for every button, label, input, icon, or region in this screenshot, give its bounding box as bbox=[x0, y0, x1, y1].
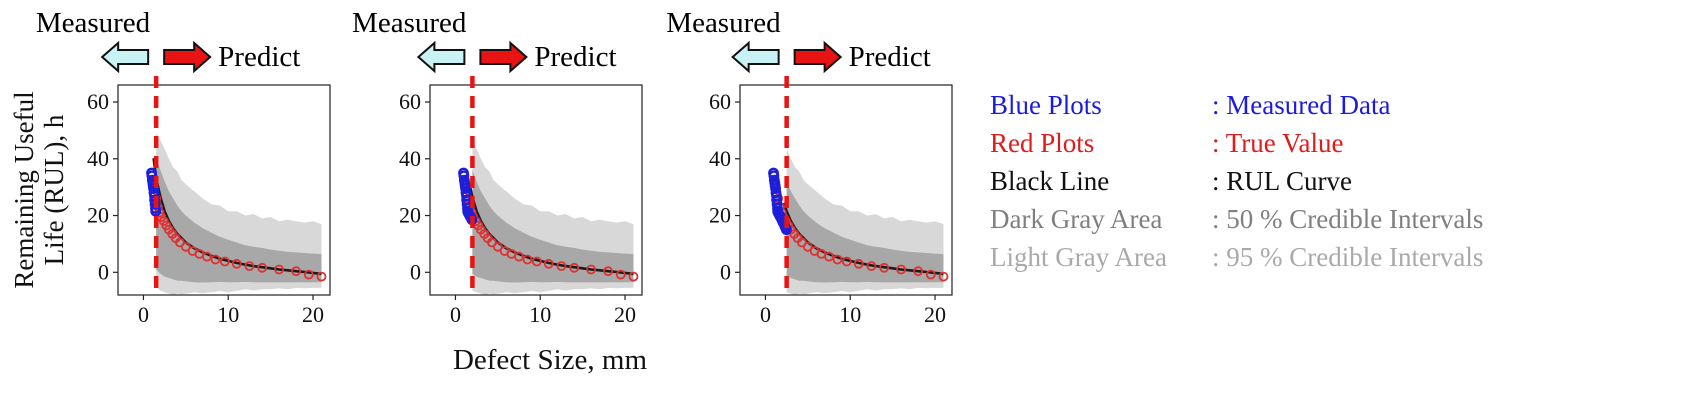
x-tick-label: 10 bbox=[839, 302, 861, 327]
plot-border bbox=[739, 84, 953, 296]
legend-desc: : 50 % Credible Intervals bbox=[1212, 204, 1484, 234]
predict-label: Predict bbox=[849, 41, 931, 73]
measured-label: Measured bbox=[666, 7, 781, 39]
x-tick-label: 10 bbox=[529, 302, 551, 327]
x-tick-label: 10 bbox=[217, 302, 239, 327]
y-tick-label: 40 bbox=[87, 146, 109, 171]
x-tick-label: 0 bbox=[760, 302, 771, 327]
legend-item-blue-plots: Blue Plots : Measured Data bbox=[990, 86, 1483, 124]
legend-desc: : True Value bbox=[1212, 128, 1344, 158]
rul-panel-2: 0 20 40 60 0 10 20 Measured Predict bbox=[352, 7, 643, 327]
legend-item-light-gray-area: Light Gray Area : 95 % Credible Interval… bbox=[990, 238, 1483, 276]
plot-border bbox=[117, 84, 331, 296]
measured-label: Measured bbox=[352, 7, 467, 39]
legend-item-red-plots: Red Plots : True Value bbox=[990, 124, 1483, 162]
x-tick-label: 0 bbox=[450, 302, 461, 327]
y-tick-label: 60 bbox=[399, 89, 421, 114]
y-tick-label: 40 bbox=[399, 146, 421, 171]
legend-desc: : RUL Curve bbox=[1212, 166, 1352, 196]
legend-desc: : Measured Data bbox=[1212, 90, 1391, 120]
rul-panel-3: 0 20 40 60 0 10 20 Measured Predict bbox=[666, 7, 953, 327]
y-tick-label: 0 bbox=[410, 259, 421, 284]
x-tick-label: 0 bbox=[138, 302, 149, 327]
measured-arrow-icon bbox=[731, 40, 780, 74]
legend-name: Dark Gray Area bbox=[990, 204, 1163, 234]
x-axis-label: Defect Size, mm bbox=[452, 344, 648, 376]
rul-panel-1: 0 20 40 60 0 10 20 Measured Predict bbox=[36, 7, 331, 327]
y-tick-label: 20 bbox=[709, 203, 731, 228]
y-tick-label: 60 bbox=[87, 89, 109, 114]
measured-points bbox=[458, 167, 478, 226]
measured-arrow-icon bbox=[416, 40, 466, 74]
measured-label: Measured bbox=[36, 7, 151, 39]
y-tick-label: 0 bbox=[98, 259, 109, 284]
credible-50-band bbox=[472, 170, 634, 283]
legend-name: Red Plots bbox=[990, 128, 1095, 158]
legend-name: Black Line bbox=[990, 166, 1110, 196]
x-tick-label: 20 bbox=[924, 302, 946, 327]
predict-arrow-icon bbox=[793, 40, 843, 74]
x-tick-label: 20 bbox=[302, 302, 324, 327]
predict-arrow-icon bbox=[479, 40, 528, 74]
legend-name: Blue Plots bbox=[990, 90, 1102, 120]
measured-arrow-icon bbox=[100, 40, 150, 74]
plot-border bbox=[429, 84, 643, 296]
y-tick-label: 40 bbox=[709, 146, 731, 171]
predict-label: Predict bbox=[534, 41, 616, 73]
predict-arrow-icon bbox=[163, 40, 212, 74]
legend-item-dark-gray-area: Dark Gray Area : 50 % Credible Intervals bbox=[990, 200, 1483, 238]
x-tick-label: 20 bbox=[614, 302, 636, 327]
y-tick-label: 60 bbox=[709, 89, 731, 114]
y-tick-label: 0 bbox=[720, 259, 731, 284]
y-tick-label: 20 bbox=[399, 203, 421, 228]
legend-desc: : 95 % Credible Intervals bbox=[1212, 242, 1484, 272]
y-tick-label: 20 bbox=[87, 203, 109, 228]
legend-name: Light Gray Area bbox=[990, 242, 1167, 272]
legend: Blue Plots : Measured Data Red Plots : T… bbox=[990, 86, 1483, 276]
legend-item-black-line: Black Line : RUL Curve bbox=[990, 162, 1483, 200]
predict-label: Predict bbox=[218, 41, 300, 73]
